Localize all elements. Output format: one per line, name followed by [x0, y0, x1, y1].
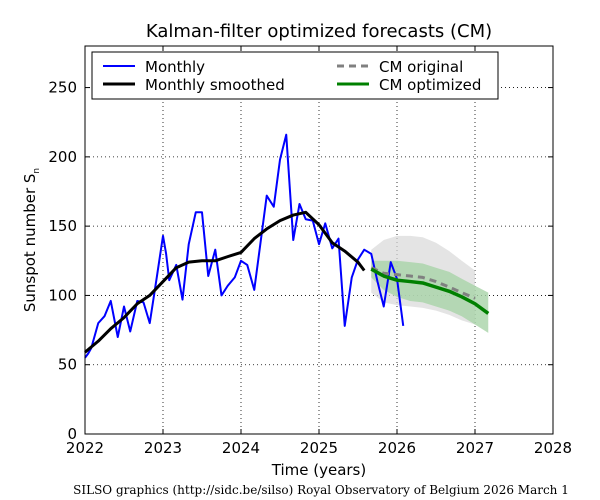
- plot-area: 2022 2023 2024 2025 2026 2027 2028 0 50 100 150 200…: [48, 45, 572, 457]
- x-tick-label-2023: 2023: [144, 439, 182, 457]
- y-axis-label: Sunspot number Sn: [21, 168, 42, 312]
- cm-original-series-line: [370, 266, 476, 300]
- x-tick-label-2026: 2026: [378, 439, 416, 457]
- y-tick-label-0: 0: [67, 425, 77, 443]
- x-tick-label-2027: 2027: [456, 439, 494, 457]
- x-tick-label-2022: 2022: [66, 439, 104, 457]
- legend-cm-optimized-label: CM optimized: [379, 76, 481, 94]
- legend-box: [91, 51, 499, 100]
- cm-optimized-series-line: [370, 267, 490, 315]
- smoothed-series-line: [84, 210, 366, 354]
- legend-cm-original-label: CM original: [379, 58, 463, 76]
- monthly-series-line: [84, 133, 405, 359]
- y-tick-label-50: 50: [58, 356, 77, 374]
- x-axis-label: Time (years): [271, 461, 366, 479]
- legend-monthly-label: Monthly: [145, 58, 205, 76]
- y-tick-label-250: 250: [48, 79, 77, 97]
- y-axis-label-subscript: n: [32, 168, 42, 174]
- grid: [85, 46, 553, 434]
- y-axis-label-main: Sunspot number S: [21, 174, 39, 313]
- legend: Monthly Monthly smoothed CM original CM …: [91, 51, 499, 100]
- x-tick-label-2024: 2024: [222, 439, 260, 457]
- y-tick-label-200: 200: [48, 148, 77, 166]
- data-lines: [84, 133, 490, 359]
- axis-ticks: 2022 2023 2024 2025 2026 2027 2028 0 50 100 150 200…: [48, 46, 572, 457]
- legend-smoothed-label: Monthly smoothed: [145, 76, 285, 94]
- plot-frame: [84, 45, 554, 435]
- chart-title: Kalman-filter optimized forecasts (CM): [146, 21, 492, 42]
- x-tick-label-2025: 2025: [300, 439, 338, 457]
- svg-text:Sunspot number Sn: Sunspot number Sn: [21, 168, 42, 312]
- x-tick-label-2028: 2028: [534, 439, 572, 457]
- footer-credit: SILSO graphics (http://sidc.be/silso) Ro…: [73, 483, 569, 497]
- y-tick-label-100: 100: [48, 286, 77, 304]
- y-tick-label-150: 150: [48, 217, 77, 235]
